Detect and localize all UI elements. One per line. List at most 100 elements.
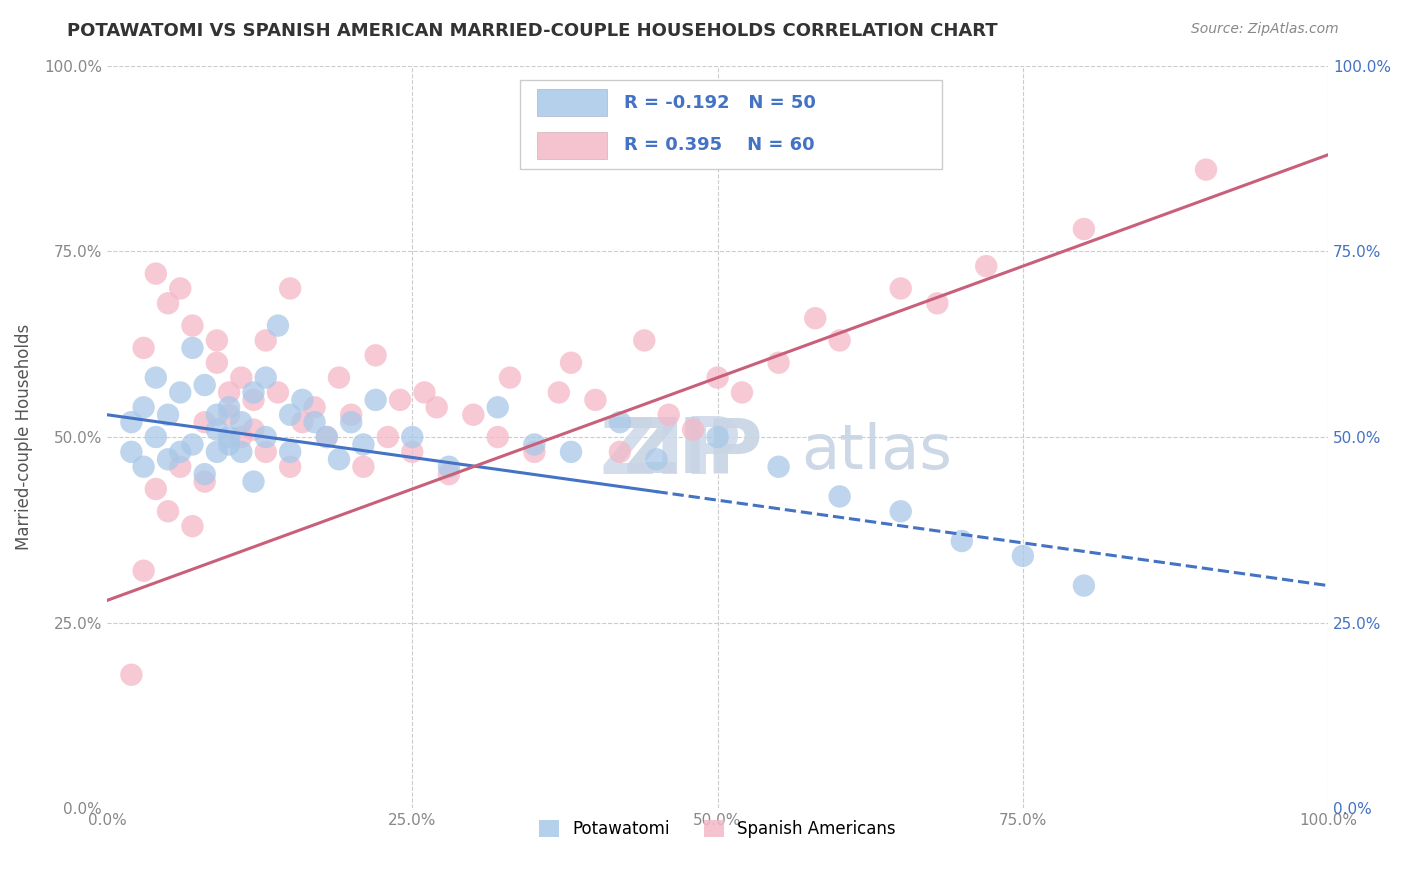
Point — [242, 392, 264, 407]
Point — [157, 452, 180, 467]
Point — [278, 408, 301, 422]
Text: POTAWATOMI VS SPANISH AMERICAN MARRIED-COUPLE HOUSEHOLDS CORRELATION CHART: POTAWATOMI VS SPANISH AMERICAN MARRIED-C… — [67, 22, 998, 40]
Point — [242, 475, 264, 489]
Text: atlas: atlas — [801, 422, 952, 482]
Point — [267, 318, 290, 333]
Point — [169, 385, 191, 400]
Point — [254, 334, 277, 348]
Point — [181, 437, 204, 451]
Point — [254, 430, 277, 444]
Text: ZIP: ZIP — [600, 414, 742, 490]
Point — [486, 401, 509, 415]
Point — [633, 334, 655, 348]
Point — [499, 370, 522, 384]
Point — [890, 504, 912, 518]
Point — [389, 392, 412, 407]
Point — [205, 445, 228, 459]
Point — [609, 415, 631, 429]
Point — [291, 392, 314, 407]
Point — [120, 445, 142, 459]
Point — [706, 370, 728, 384]
Point — [328, 370, 350, 384]
Point — [278, 281, 301, 295]
Point — [181, 341, 204, 355]
Point — [804, 311, 827, 326]
Point — [706, 430, 728, 444]
Point — [218, 437, 240, 451]
Point — [231, 415, 253, 429]
Point — [401, 430, 423, 444]
Point — [1073, 578, 1095, 592]
Point — [974, 259, 997, 273]
Point — [364, 392, 387, 407]
Point — [157, 504, 180, 518]
Point — [194, 415, 217, 429]
Point — [609, 445, 631, 459]
Point — [315, 430, 337, 444]
Point — [1011, 549, 1033, 563]
Point — [413, 385, 436, 400]
Point — [890, 281, 912, 295]
Point — [145, 370, 167, 384]
Point — [278, 459, 301, 474]
Bar — [537, 132, 607, 159]
Point — [364, 348, 387, 362]
Point — [169, 281, 191, 295]
Point — [950, 534, 973, 549]
Point — [340, 415, 363, 429]
Point — [927, 296, 949, 310]
Point — [401, 445, 423, 459]
Point — [352, 437, 374, 451]
Text: ZIPatlas: ZIPatlas — [564, 414, 920, 490]
Point — [1073, 222, 1095, 236]
Point — [304, 415, 326, 429]
Point — [828, 334, 851, 348]
Point — [560, 445, 582, 459]
Point — [132, 564, 155, 578]
Point — [157, 408, 180, 422]
Point — [768, 459, 790, 474]
Point — [231, 445, 253, 459]
Point — [583, 392, 606, 407]
Point — [181, 519, 204, 533]
Point — [682, 423, 704, 437]
Point — [547, 385, 569, 400]
Point — [181, 318, 204, 333]
Point — [120, 667, 142, 681]
Y-axis label: Married-couple Households: Married-couple Households — [15, 324, 32, 550]
Point — [486, 430, 509, 444]
Bar — [537, 89, 607, 116]
Point — [120, 415, 142, 429]
Point — [426, 401, 449, 415]
Point — [437, 459, 460, 474]
Text: R = 0.395    N = 60: R = 0.395 N = 60 — [624, 136, 814, 154]
Point — [218, 401, 240, 415]
Point — [194, 475, 217, 489]
Point — [340, 408, 363, 422]
Text: R = -0.192   N = 50: R = -0.192 N = 50 — [624, 94, 815, 112]
Point — [437, 467, 460, 482]
Point — [254, 445, 277, 459]
Point — [218, 408, 240, 422]
Point — [205, 334, 228, 348]
Point — [145, 482, 167, 496]
Point — [194, 378, 217, 392]
Point — [658, 408, 681, 422]
Point — [145, 430, 167, 444]
Point — [352, 459, 374, 474]
Point — [278, 445, 301, 459]
Point — [132, 341, 155, 355]
Point — [231, 370, 253, 384]
Point — [523, 445, 546, 459]
Legend: Potawatomi, Spanish Americans: Potawatomi, Spanish Americans — [533, 814, 903, 845]
Point — [291, 415, 314, 429]
Point — [242, 423, 264, 437]
Point — [267, 385, 290, 400]
Point — [1195, 162, 1218, 177]
Point — [205, 408, 228, 422]
Point — [132, 459, 155, 474]
Text: Source: ZipAtlas.com: Source: ZipAtlas.com — [1191, 22, 1339, 37]
Point — [315, 430, 337, 444]
Point — [169, 459, 191, 474]
FancyBboxPatch shape — [520, 80, 942, 169]
